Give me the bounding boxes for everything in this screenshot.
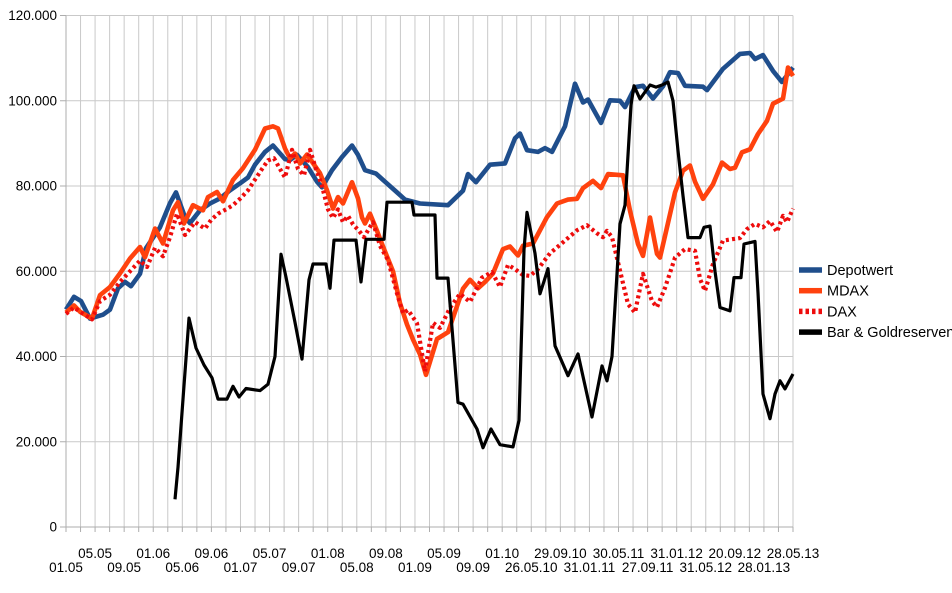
series-line-mdax[interactable] (64, 65, 795, 378)
legend-label[interactable]: DAX (827, 304, 857, 320)
x-axis-label: 09.09 (456, 560, 490, 575)
x-axis-label: 05.07 (253, 546, 287, 561)
x-axis-label: 01.08 (311, 546, 345, 561)
legend-swatch-bar-goldreserven (799, 329, 822, 335)
x-axis-label: 28.05.13 (767, 546, 820, 561)
y-axis-label: 80.000 (16, 179, 57, 194)
legend-swatch-depotwert (799, 267, 822, 273)
y-axis-label: 100.000 (8, 93, 57, 108)
x-axis-label: 01.10 (485, 546, 519, 561)
y-axis-label: 20.000 (16, 434, 57, 449)
y-axis-label: 40.000 (16, 349, 57, 364)
x-axis-label: 31.01.12 (650, 546, 703, 561)
x-axis-label: 01.07 (224, 560, 258, 575)
series-line-bar-goldreserven[interactable] (173, 80, 795, 500)
x-axis-label: 31.01.11 (564, 560, 616, 575)
x-axis-label: 31.05.12 (679, 560, 732, 575)
x-axis-label: 30.05.11 (593, 546, 645, 561)
x-axis-label: 09.06 (195, 546, 229, 561)
x-axis-label: 05.09 (427, 546, 461, 561)
legend-label[interactable]: MDAX (827, 284, 869, 300)
legend-label[interactable]: Bar & Goldreserven (827, 325, 952, 341)
x-axis-label: 01.06 (136, 546, 170, 561)
y-axis-label: 60.000 (16, 264, 57, 279)
y-axis-label: 120.000 (8, 8, 57, 23)
legend-label[interactable]: Depotwert (827, 263, 893, 279)
x-axis-label: 26.05.10 (505, 560, 558, 575)
x-axis-label: 29.09.10 (534, 546, 587, 561)
legend-swatch-mdax (799, 287, 822, 294)
x-axis-label: 05.05 (78, 546, 112, 561)
x-axis-label: 05.08 (340, 560, 374, 575)
x-axis-label: 28.01.13 (738, 560, 791, 575)
x-axis-label: 09.08 (369, 546, 403, 561)
series-line-depotwert[interactable] (64, 50, 795, 321)
x-axis-label: 09.07 (282, 560, 316, 575)
x-axis-label: 05.06 (165, 560, 199, 575)
x-axis-label: 01.09 (398, 560, 432, 575)
series-line-dax[interactable] (64, 147, 795, 374)
x-axis-label: 20.09.12 (709, 546, 762, 561)
x-axis-label: 01.05 (49, 560, 83, 575)
x-axis-label: 09.05 (107, 560, 141, 575)
y-axis-label: 0 (49, 520, 57, 535)
x-axis-label: 27.09.11 (622, 560, 674, 575)
